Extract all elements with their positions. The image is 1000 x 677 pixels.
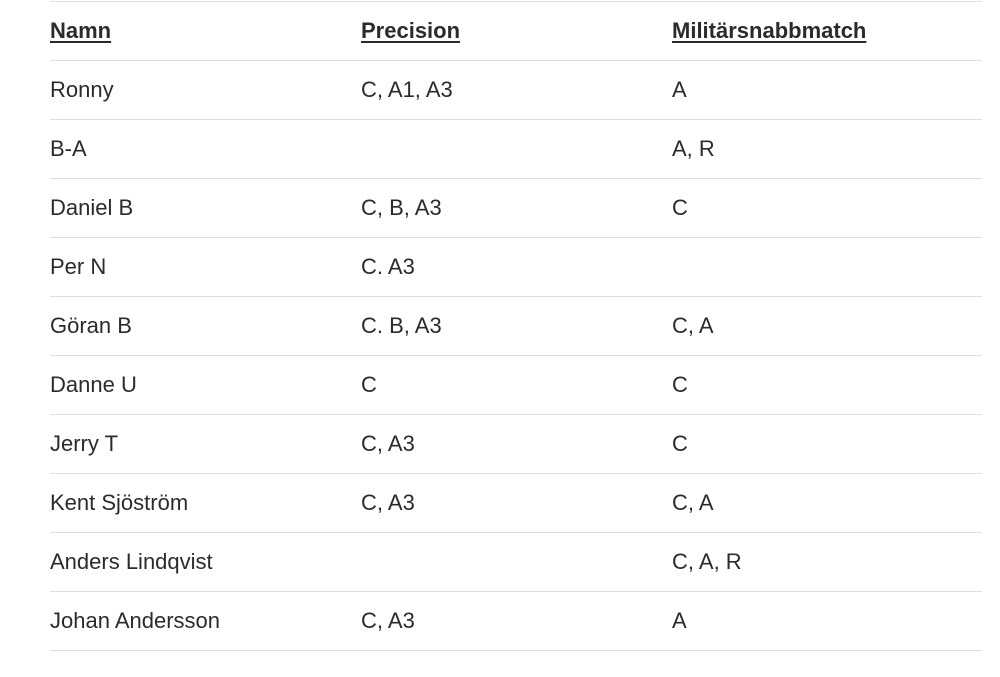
cell-name: Per N: [50, 237, 361, 297]
cell-precision: C. A3: [361, 237, 672, 297]
cell-name: Anders Lindqvist: [50, 532, 361, 592]
cell-precision: [361, 119, 672, 179]
cell-precision: [361, 532, 672, 592]
cell-militarsnabbmatch: [672, 237, 982, 297]
column-header-precision[interactable]: Precision: [361, 2, 672, 61]
table-row: Ronny C, A1, A3 A: [50, 60, 982, 120]
table-row: Per N C. A3: [50, 237, 982, 297]
cell-militarsnabbmatch: C: [672, 414, 982, 474]
header-row: Namn Precision Militärsnabbmatch: [50, 2, 982, 61]
cell-name: Ronny: [50, 60, 361, 120]
cell-name: Kent Sjöström: [50, 473, 361, 533]
results-table: Namn Precision Militärsnabbmatch Ronny C…: [50, 2, 982, 651]
cell-precision: C, A3: [361, 591, 672, 651]
column-header-namn[interactable]: Namn: [50, 2, 361, 61]
column-header-militarsnabbmatch[interactable]: Militärsnabbmatch: [672, 2, 982, 61]
cell-militarsnabbmatch: A: [672, 60, 982, 120]
cell-precision: C, A3: [361, 473, 672, 533]
table-row: Jerry T C, A3 C: [50, 414, 982, 474]
cell-militarsnabbmatch: C: [672, 178, 982, 238]
table-top-divider: [50, 1, 982, 2]
table-row: Anders Lindqvist C, A, R: [50, 532, 982, 592]
cell-militarsnabbmatch: C: [672, 355, 982, 415]
table-row: Kent Sjöström C, A3 C, A: [50, 473, 982, 533]
cell-militarsnabbmatch: A: [672, 591, 982, 651]
cell-precision: C, B, A3: [361, 178, 672, 238]
cell-militarsnabbmatch: C, A, R: [672, 532, 982, 592]
cell-militarsnabbmatch: C, A: [672, 296, 982, 356]
cell-name: B-A: [50, 119, 361, 179]
table-body: Ronny C, A1, A3 A B-A A, R Daniel B C, B…: [50, 60, 982, 651]
cell-precision: C: [361, 355, 672, 415]
table-header: Namn Precision Militärsnabbmatch: [50, 2, 982, 61]
cell-name: Danne U: [50, 355, 361, 415]
table-row: Danne U C C: [50, 355, 982, 415]
cell-militarsnabbmatch: A, R: [672, 119, 982, 179]
cell-precision: C. B, A3: [361, 296, 672, 356]
table-row: Göran B C. B, A3 C, A: [50, 296, 982, 356]
cell-precision: C, A1, A3: [361, 60, 672, 120]
cell-precision: C, A3: [361, 414, 672, 474]
table-row: B-A A, R: [50, 119, 982, 179]
cell-name: Johan Andersson: [50, 591, 361, 651]
table-row: Johan Andersson C, A3 A: [50, 591, 982, 651]
cell-name: Göran B: [50, 296, 361, 356]
cell-name: Jerry T: [50, 414, 361, 474]
table-row: Daniel B C, B, A3 C: [50, 178, 982, 238]
cell-militarsnabbmatch: C, A: [672, 473, 982, 533]
cell-name: Daniel B: [50, 178, 361, 238]
